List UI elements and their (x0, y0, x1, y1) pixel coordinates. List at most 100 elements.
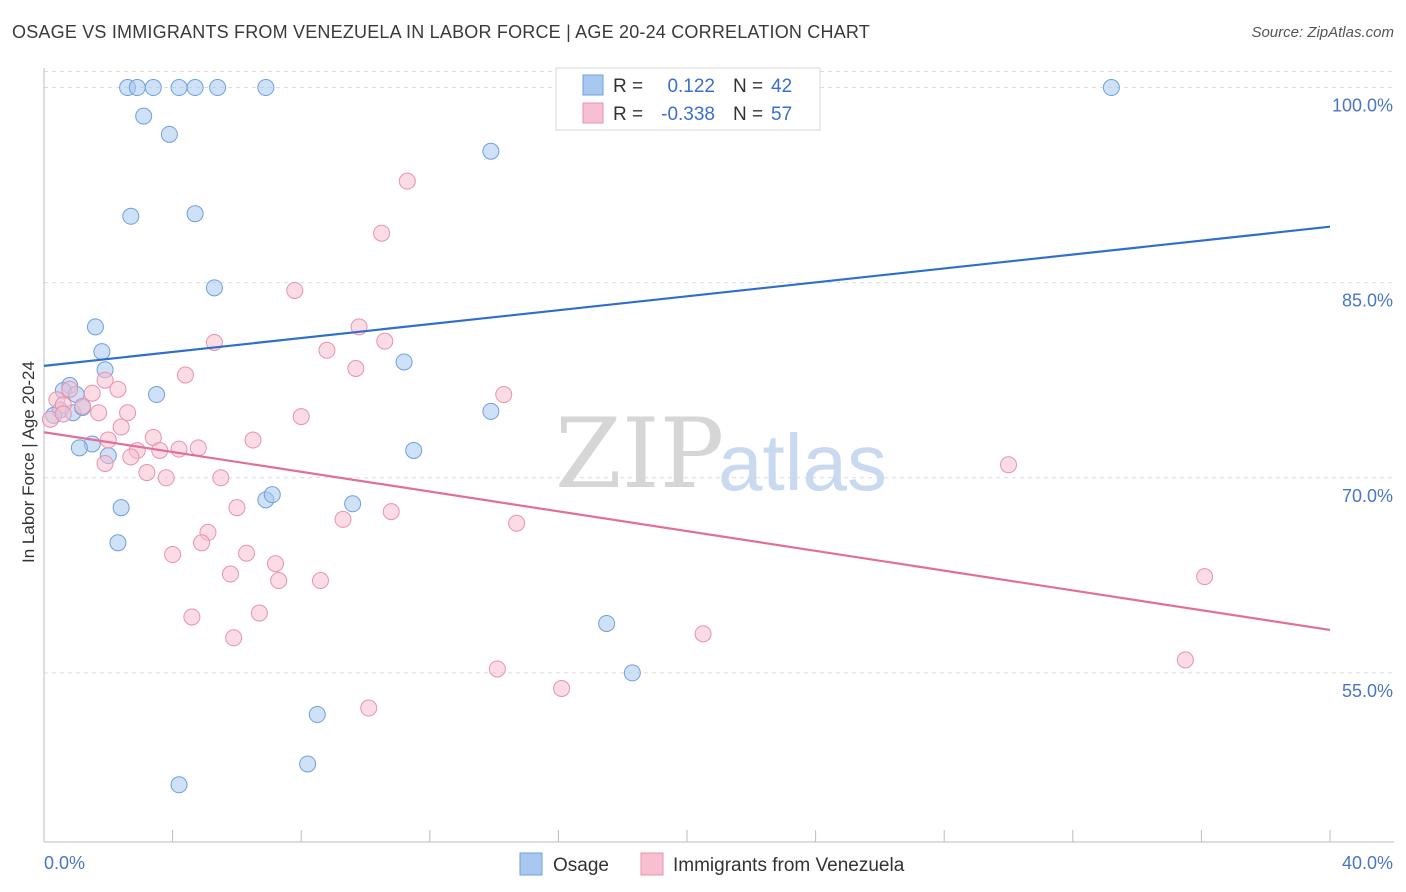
point-series1-50 (225, 629, 243, 647)
point-series0-1 (128, 79, 146, 97)
point-series1-29 (122, 448, 140, 466)
gridlines (44, 71, 1394, 674)
point-series1-51 (694, 625, 712, 643)
point-series1-25 (189, 439, 207, 457)
chart-title: OSAGE VS IMMIGRANTS FROM VENEZUELA IN LA… (12, 22, 870, 42)
legend-swatch-venezuela (640, 852, 664, 876)
stats-legend-swatch-venezuela (582, 102, 604, 124)
trend-line-series1 (43, 431, 1331, 632)
point-series1-46 (270, 572, 288, 590)
point-series0-26 (70, 439, 88, 457)
point-series1-35 (228, 499, 246, 517)
trend-lines (43, 225, 1331, 632)
scatter-points (41, 79, 1214, 794)
point-series0-33 (109, 534, 127, 552)
watermark: ZIP atlas (555, 398, 887, 510)
stats-n-value-venezuela: 57 (771, 104, 792, 125)
point-series0-9 (135, 107, 153, 125)
point-series0-31 (263, 486, 281, 504)
point-series0-41 (482, 402, 500, 420)
point-series1-30 (96, 454, 114, 472)
stats-legend: R = 0.122 N = 42 R = -0.338 N = 57 (555, 67, 821, 131)
point-series1-18 (119, 404, 137, 422)
point-series1-31 (138, 464, 156, 482)
point-series0-4 (186, 79, 204, 97)
point-series1-55 (360, 699, 378, 717)
stats-n-label-venezuela: N = (733, 104, 763, 125)
point-series0-12 (122, 207, 140, 225)
point-series0-11 (482, 142, 500, 160)
point-series0-22 (148, 386, 166, 404)
point-series1-5 (376, 332, 394, 350)
point-series0-28 (405, 441, 423, 459)
point-series1-1 (373, 224, 391, 242)
point-series0-13 (186, 205, 204, 223)
stats-r-label-venezuela: R = (613, 104, 643, 125)
watermark-atlas: atlas (718, 418, 887, 507)
point-series0-38 (299, 755, 317, 773)
point-series1-56 (54, 405, 72, 423)
point-series1-44 (221, 565, 239, 583)
point-series1-43 (266, 555, 284, 573)
point-series1-47 (1196, 568, 1214, 586)
stats-n-value-osage: 42 (771, 76, 792, 97)
point-series1-21 (112, 418, 130, 436)
point-series0-10 (160, 125, 178, 143)
point-series1-36 (382, 503, 400, 521)
point-series1-23 (99, 431, 117, 449)
point-series1-32 (157, 469, 175, 487)
point-series0-2 (144, 79, 162, 97)
x-tick-labels: 0.0% 40.0% (44, 853, 1393, 873)
point-series1-52 (1176, 651, 1194, 669)
point-series1-48 (183, 608, 201, 626)
point-series1-10 (61, 380, 79, 398)
point-series0-3 (170, 79, 188, 97)
legend-label-venezuela: Immigrants from Venezuela (673, 855, 905, 876)
point-series0-37 (170, 776, 188, 794)
stats-r-label-osage: R = (613, 76, 643, 97)
point-series1-45 (311, 572, 329, 590)
point-series1-41 (238, 544, 256, 562)
point-series1-7 (347, 359, 365, 377)
point-series1-8 (176, 366, 194, 384)
source-label: Source: ZipAtlas.com (1251, 24, 1394, 41)
point-series1-34 (1000, 456, 1017, 474)
y-axis-title: In Labor Force | Age 20-24 (19, 361, 38, 563)
point-series1-17 (90, 404, 108, 422)
point-series1-24 (244, 431, 262, 449)
point-series0-15 (86, 318, 104, 336)
point-series1-33 (212, 469, 230, 487)
point-series1-54 (553, 680, 571, 698)
point-series0-17 (395, 353, 413, 371)
point-series1-42 (164, 546, 182, 564)
point-series0-34 (598, 614, 616, 632)
axes (43, 68, 1394, 843)
point-series1-16 (74, 397, 92, 415)
point-series0-16 (93, 343, 111, 361)
point-series1-11 (109, 380, 127, 398)
point-series0-5 (209, 79, 227, 97)
stats-r-value-osage: 0.122 (667, 76, 715, 97)
point-series1-49 (250, 604, 268, 622)
y-tick-labels: 100.0% 85.0% 70.0% 55.0% (1332, 96, 1393, 701)
point-series0-14 (205, 279, 223, 297)
legend-label-osage: Osage (553, 855, 609, 876)
trend-line-series0 (43, 225, 1331, 367)
point-series1-40 (193, 534, 211, 552)
x-tick-label-0: 0.0% (44, 853, 85, 873)
point-series1-37 (334, 510, 352, 528)
legend-swatch-osage (519, 852, 543, 876)
point-series1-9 (96, 371, 114, 389)
y-tick-label-3: 55.0% (1342, 681, 1393, 701)
stats-r-value-venezuela: -0.338 (661, 104, 715, 125)
stats-legend-swatch-osage (582, 74, 604, 96)
point-series0-36 (308, 706, 326, 724)
bottom-legend: Osage Immigrants from Venezuela (519, 852, 905, 876)
point-series0-29 (112, 499, 130, 517)
point-series1-6 (318, 341, 336, 359)
point-series0-35 (623, 664, 641, 682)
point-series1-12 (83, 384, 101, 402)
point-series0-32 (344, 495, 362, 513)
y-tick-label-1: 85.0% (1342, 291, 1393, 311)
x-tick-label-1: 40.0% (1342, 853, 1393, 873)
